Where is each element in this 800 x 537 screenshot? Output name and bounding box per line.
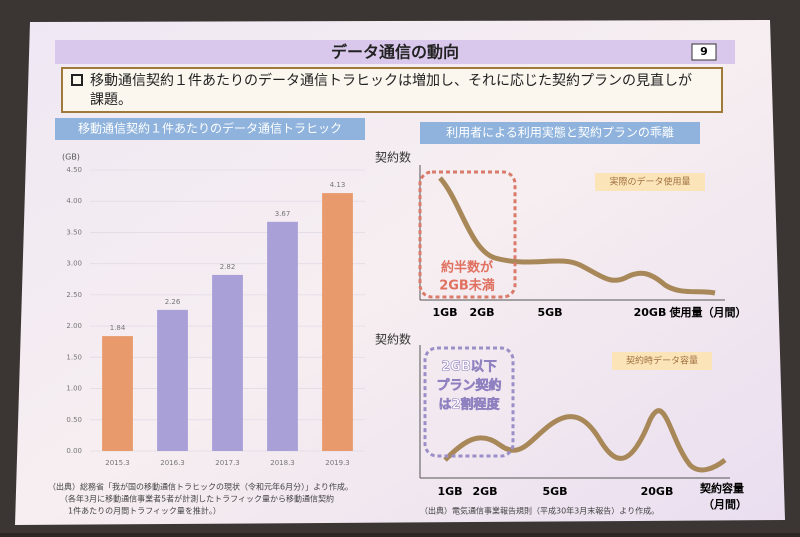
page-box [691, 43, 717, 61]
lower-note: プラン契約 [436, 378, 501, 394]
x-label: 20GB [641, 485, 674, 498]
x-tick-label: 2019.3 [325, 459, 350, 467]
lower-y-label: 契約数 [375, 332, 411, 347]
right-source: （出典）電気通信事業報告規則（平成30年3月末報告）より作成。 [420, 506, 659, 516]
y-tick-label: 1.00 [66, 385, 82, 393]
bar [157, 309, 188, 451]
y-tick-label: 1.50 [66, 353, 82, 361]
left-source: （各年3月に移動通信事業者5者が計測したトラフィック量から移動通信契約 [60, 494, 334, 504]
y-tick-label: 3.50 [66, 228, 82, 236]
lower-legend: 契約時データ容量 [626, 355, 698, 367]
bullet-icon [71, 74, 83, 86]
title: データ通信の動向 [331, 43, 459, 62]
legend-box [612, 352, 712, 370]
bullet-box [61, 67, 723, 113]
y-tick-label: 2.00 [66, 322, 82, 330]
bar [267, 221, 298, 451]
bar [322, 193, 353, 452]
x-label: 2GB [472, 485, 497, 498]
x-label: 5GB [542, 485, 567, 498]
x-title: 契約容量 [699, 481, 744, 495]
legend-box [595, 173, 705, 191]
bullet-line: 課題。 [90, 92, 132, 108]
value-label: 2.82 [220, 263, 236, 271]
x-tick-label: 2015.3 [105, 459, 130, 467]
title-bar [55, 40, 735, 64]
left-source: 1件あたりの月間トラフィック量を推計。） [68, 506, 221, 516]
note-frame [418, 170, 517, 299]
x-tick-label: 2017.3 [215, 459, 240, 467]
value-label: 4.13 [330, 181, 346, 189]
y-unit: (GB) [62, 153, 80, 162]
y-tick-label: 0.50 [66, 416, 82, 424]
usage-curve [438, 176, 716, 296]
y-tick-label: 4.00 [66, 197, 82, 205]
x-tick-label: 2018.3 [270, 459, 295, 467]
upper-note: 2GB未満 [439, 278, 495, 294]
bar-chart: 0.00 0.50 1.00 1.50 2.00 2.50 3.00 3.50 4.00 4.50… [66, 166, 365, 467]
lower-note: 2GB以下 [441, 360, 497, 375]
right-heading: 利用者による利用実態と契約プランの乖離 [446, 125, 674, 140]
bar [102, 336, 133, 451]
plan-curve [443, 408, 727, 473]
page-number: 9 [700, 45, 708, 58]
y-tick-label: 3.00 [66, 260, 82, 268]
value-label: 2.26 [165, 298, 181, 306]
bullet-line: 移動通信契約１件あたりのデータ通信トラヒックは増加し、それに応じた契約プランの見… [90, 72, 692, 89]
lower-note: は2割程度 [438, 397, 500, 413]
x-label: 1GB [437, 485, 462, 498]
left-heading-bar [55, 118, 365, 140]
upper-legend: 実際のデータ使用量 [609, 176, 690, 188]
left-heading: 移動通信契約１件あたりのデータ通信トラヒック [78, 121, 342, 136]
x-label: 2GB [469, 306, 494, 319]
upper-note: 約半数が [441, 260, 493, 276]
left-source: （出典）総務省「我が国の移動通信トラヒックの現状（令和元年6月分）」より作成。 [48, 482, 353, 492]
x-tick-label: 2016.3 [160, 459, 185, 467]
y-tick-label: 2.50 [66, 291, 82, 299]
x-label: 20GB [634, 306, 667, 319]
x-title: （月間） [703, 498, 747, 511]
x-title: 使用量（月間） [669, 305, 747, 319]
note-frame [423, 346, 515, 458]
y-tick-label: 4.50 [66, 166, 82, 174]
value-label: 3.67 [275, 210, 291, 218]
right-heading-bar [420, 122, 700, 144]
upper-y-label: 契約数 [375, 150, 411, 165]
y-tick-label: 0.00 [66, 447, 82, 455]
value-label: 1.84 [110, 324, 126, 332]
slide [15, 20, 785, 525]
bar [212, 274, 243, 451]
x-label: 1GB [432, 306, 457, 319]
x-label: 5GB [537, 306, 562, 319]
